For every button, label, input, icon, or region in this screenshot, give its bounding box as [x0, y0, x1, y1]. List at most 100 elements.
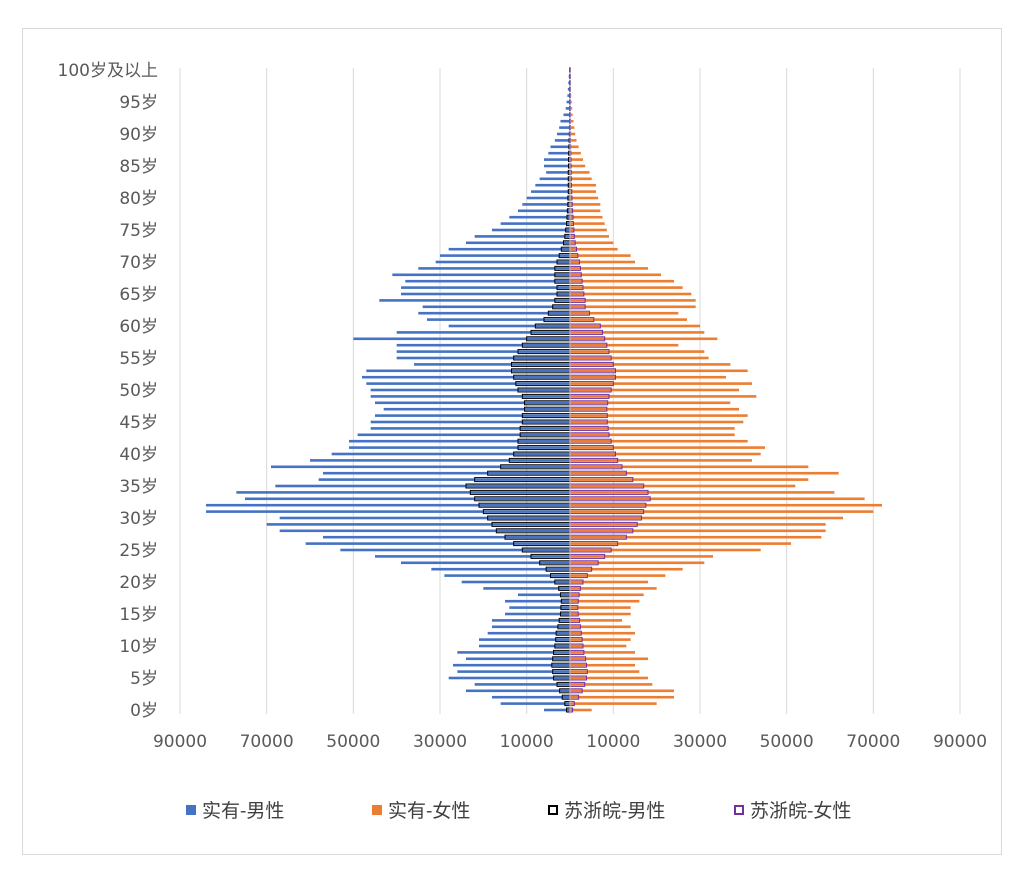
bar-shiyou-male [279, 529, 570, 533]
y-tick-label: 50岁 [119, 381, 158, 401]
bar-shiyou-male [379, 299, 570, 302]
bar-shiyou-male [427, 318, 570, 321]
bar-shiyou-male [548, 151, 570, 155]
bar-shiyou-male [505, 612, 570, 616]
bar-shiyou-male [375, 401, 570, 405]
bar-shiyou-female [570, 222, 605, 225]
bar-shiyou-female [570, 235, 609, 238]
bar-shiyou-female [570, 638, 631, 641]
bar-shiyou-female [570, 331, 705, 334]
y-tick-label: 5岁 [130, 669, 158, 689]
bar-shiyou-female [570, 683, 653, 686]
bar-shiyou-female [570, 190, 596, 193]
bar-shiyou-female [570, 631, 635, 635]
y-tick-label: 35岁 [119, 477, 158, 497]
bar-shiyou-male [448, 324, 570, 328]
bar-shiyou-male [567, 94, 570, 97]
bar-shiyou-female [570, 388, 739, 392]
legend-swatch-suzhewan-male [548, 804, 558, 815]
bar-shiyou-female [570, 164, 586, 168]
bar-shiyou-male [457, 651, 570, 654]
bar-shiyou-male [340, 548, 570, 552]
bar-shiyou-female [570, 177, 592, 181]
bar-shiyou-female [570, 574, 666, 577]
bar-shiyou-female [570, 356, 709, 360]
bar-shiyou-female [570, 273, 661, 277]
bar-shiyou-male [500, 222, 570, 225]
bar-shiyou-male [370, 388, 570, 392]
bar-shiyou-male [370, 395, 570, 398]
bar-shiyou-female [570, 535, 822, 539]
bar-shiyou-male [550, 145, 570, 149]
bar-shiyou-female [570, 439, 748, 443]
bar-shiyou-female [570, 446, 765, 449]
y-tick-label: 100岁及以上 [58, 61, 158, 81]
bar-shiyou-male [466, 241, 570, 245]
bar-shiyou-female [570, 587, 657, 590]
bar-shiyou-female [570, 593, 644, 597]
bar-shiyou-female [570, 183, 596, 187]
bar-shiyou-male [375, 555, 570, 558]
bar-shiyou-male [370, 427, 570, 430]
bar-shiyou-male [414, 363, 570, 366]
bar-shiyou-female [570, 318, 687, 321]
bar-shiyou-male [474, 683, 570, 686]
bar-shiyou-male [271, 465, 570, 469]
bar-shiyou-male [487, 631, 570, 635]
bar-shiyou-male [453, 663, 570, 667]
legend-item-suzhewan-male: 苏浙皖-男性 [548, 796, 665, 823]
bar-shiyou-male [310, 459, 570, 462]
bar-shiyou-male [305, 542, 570, 545]
bar-shiyou-male [565, 107, 570, 110]
bar-shiyou-female [570, 644, 627, 648]
bar-shiyou-female [570, 311, 679, 315]
bar-shiyou-male [474, 235, 570, 238]
bar-shiyou-male [357, 433, 570, 437]
bar-shiyou-male [245, 497, 570, 501]
bar-shiyou-female [570, 107, 573, 110]
x-tick-label: 10000 [586, 732, 640, 752]
bar-shiyou-male [554, 139, 570, 142]
bar-shiyou-male [563, 113, 570, 117]
bar-shiyou-female [570, 126, 575, 129]
bar-shiyou-female [570, 382, 752, 385]
legend-swatch-shiyou-female [372, 804, 382, 815]
bar-shiyou-male [466, 689, 570, 693]
y-tick-label: 90岁 [119, 125, 158, 145]
bar-shiyou-male [435, 260, 570, 264]
bar-shiyou-male [431, 567, 570, 571]
bar-shiyou-female [570, 305, 696, 309]
bar-shiyou-female [570, 491, 835, 494]
bar-shiyou-male [444, 574, 570, 577]
bar-shiyou-female [570, 363, 731, 366]
bar-shiyou-female [570, 228, 607, 232]
bar-shiyou-male [492, 695, 570, 699]
bar-shiyou-male [401, 292, 570, 296]
legend-label: 苏浙皖-男性 [564, 800, 666, 822]
bar-shiyou-male [500, 702, 570, 705]
bar-shiyou-female [570, 510, 874, 513]
bar-shiyou-female [570, 606, 631, 609]
bar-shiyou-female [570, 561, 705, 565]
bar-shiyou-female [570, 139, 577, 142]
bar-shiyou-male [331, 452, 570, 456]
bar-shiyou-female [570, 113, 573, 117]
x-tick-label: 50000 [326, 732, 380, 752]
bar-shiyou-female [570, 203, 601, 206]
bar-shiyou-female [570, 503, 882, 507]
x-tick-label: 70000 [240, 732, 294, 752]
bar-shiyou-male [362, 375, 570, 379]
y-tick-label: 95岁 [119, 93, 158, 113]
bar-shiyou-female [570, 433, 735, 437]
bar-shiyou-male [518, 593, 570, 597]
bar-shiyou-male [535, 183, 570, 187]
bar-shiyou-male [546, 171, 570, 174]
bar-shiyou-female [570, 529, 826, 533]
bar-shiyou-female [570, 497, 865, 501]
y-tick-label: 75岁 [119, 221, 158, 241]
bar-shiyou-male [349, 446, 570, 449]
bar-shiyou-female [570, 478, 809, 481]
bar-shiyou-female [570, 459, 752, 462]
bar-shiyou-female [570, 369, 748, 373]
bar-shiyou-male [275, 484, 570, 488]
